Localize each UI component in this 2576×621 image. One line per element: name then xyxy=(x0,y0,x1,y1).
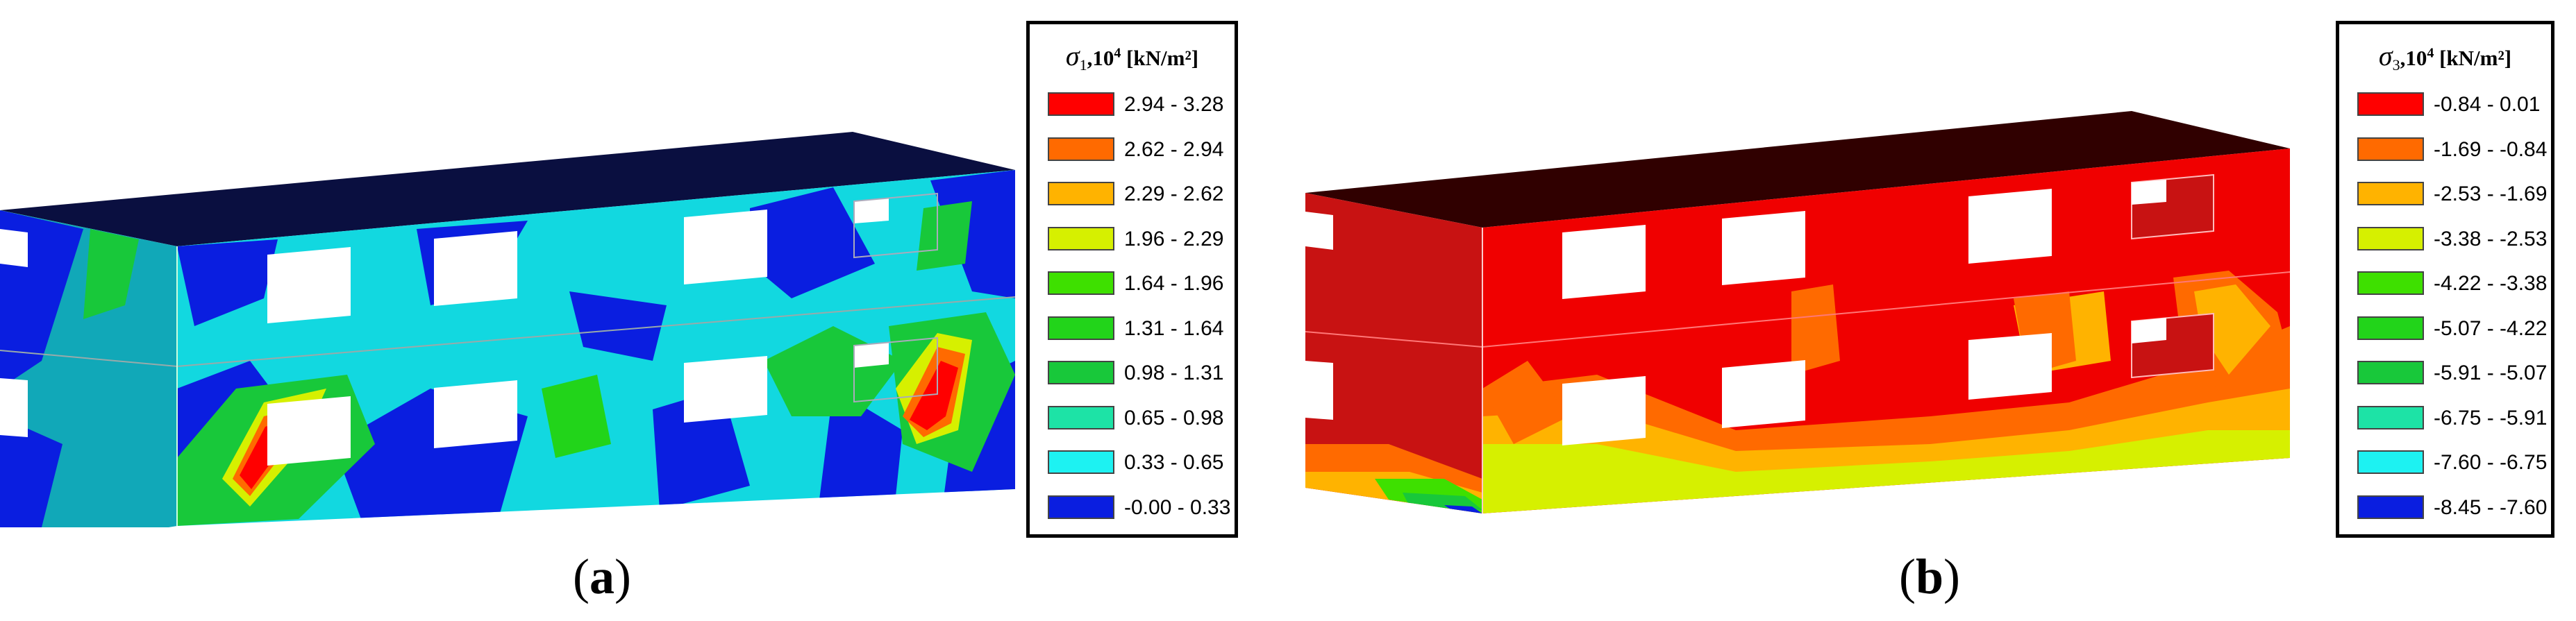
legend-range-label: -3.38 - -2.53 xyxy=(2434,227,2548,250)
legend-range-label: -5.91 - -5.07 xyxy=(2434,361,2548,384)
legend-range-label: 2.94 - 3.28 xyxy=(1124,93,1224,116)
legend-range-label: 1.96 - 2.29 xyxy=(1124,227,1224,250)
legend-a: σ1,104 [kN/m²] 2.94 - 3.28 2.62 - 2.94 2.2… xyxy=(1026,21,1238,538)
legend-swatch xyxy=(1048,361,1114,384)
legend-title-a: σ1,104 [kN/m²] xyxy=(1065,40,1199,74)
legend-range-label: 0.65 - 0.98 xyxy=(1124,406,1224,429)
legend-swatch xyxy=(2357,316,2424,340)
legend-swatch xyxy=(1048,495,1114,519)
legend-range-label: -2.53 - -1.69 xyxy=(2434,182,2548,205)
legend-b: σ3,104 [kN/m²] -0.84 - 0.01 -1.69 - -0.84… xyxy=(2336,21,2554,538)
legend-swatch xyxy=(1048,316,1114,340)
legend-swatch xyxy=(2357,271,2424,295)
legend-range-label: -5.07 - -4.22 xyxy=(2434,316,2548,340)
building-model-a xyxy=(0,125,1021,527)
legend-range-label: -0.84 - 0.01 xyxy=(2434,93,2541,116)
legend-range-label: -6.75 - -5.91 xyxy=(2434,406,2548,429)
legend-swatch xyxy=(1048,271,1114,295)
legend-range-label: -1.69 - -0.84 xyxy=(2434,137,2548,161)
legend-range-label: -7.60 - -6.75 xyxy=(2434,451,2548,474)
caption-a: (a) xyxy=(573,549,631,604)
legend-swatch xyxy=(2357,405,2424,429)
legend-swatch xyxy=(2357,226,2424,250)
legend-swatch xyxy=(1048,137,1114,161)
legend-range-label: 2.62 - 2.94 xyxy=(1124,137,1224,161)
roof-a xyxy=(0,132,1015,246)
legend-swatch xyxy=(2357,137,2424,161)
legend-title-b: σ3,104 [kN/m²] xyxy=(2378,40,2512,74)
legend-range-label: -4.22 - -3.38 xyxy=(2434,272,2548,295)
legend-swatch xyxy=(1048,182,1114,205)
legend-swatch xyxy=(1048,450,1114,474)
legend-range-label: 1.64 - 1.96 xyxy=(1124,272,1224,295)
legend-swatch xyxy=(2357,450,2424,474)
caption-b: (b) xyxy=(1899,549,1961,604)
legend-swatch xyxy=(2357,92,2424,116)
legend-range-label: -0.00 - 0.33 xyxy=(1124,495,1231,519)
legend-range-label: 0.33 - 0.65 xyxy=(1124,451,1224,474)
roof-b xyxy=(1305,111,2290,228)
legend-swatch xyxy=(2357,495,2424,519)
legend-range-label: 0.98 - 1.31 xyxy=(1124,361,1224,384)
legend-range-label: 1.31 - 1.64 xyxy=(1124,316,1224,340)
building-model-b xyxy=(1305,104,2319,520)
legend-swatch xyxy=(1048,405,1114,429)
legend-range-label: 2.29 - 2.62 xyxy=(1124,182,1224,205)
windows-a xyxy=(0,198,889,466)
legend-swatch xyxy=(2357,361,2424,384)
legend-range-label: -8.45 - -7.60 xyxy=(2434,495,2548,519)
legend-swatch xyxy=(2357,182,2424,205)
legend-swatch xyxy=(1048,226,1114,250)
legend-swatch xyxy=(1048,92,1114,116)
